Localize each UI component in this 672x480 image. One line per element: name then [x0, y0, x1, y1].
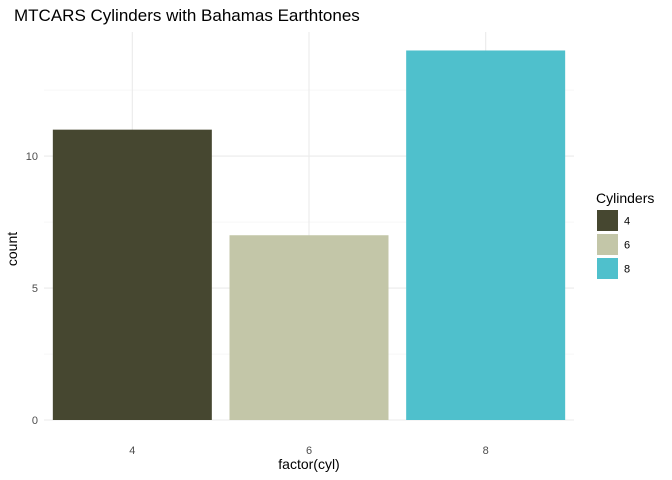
legend-key-8	[597, 258, 618, 279]
y-tick-label: 0	[32, 415, 38, 427]
bars	[52, 50, 566, 421]
x-tick-labels: 4 6 8	[129, 445, 488, 457]
bar-cyl-4	[52, 129, 212, 421]
legend-key-4	[597, 210, 618, 231]
y-axis-title: count	[4, 232, 20, 266]
legend-title: Cylinders	[596, 190, 654, 206]
x-tick-label: 4	[129, 445, 135, 457]
x-axis-title: factor(cyl)	[278, 456, 339, 472]
bar-cyl-8	[406, 50, 566, 420]
x-tick-label: 8	[483, 445, 489, 457]
legend: Cylinders 4 6 8	[596, 190, 654, 279]
legend-label-6: 6	[624, 240, 630, 252]
y-tick-label: 10	[26, 151, 38, 163]
y-tick-label: 5	[32, 283, 38, 295]
legend-label-4: 4	[624, 216, 630, 228]
bar-cyl-6	[229, 235, 389, 420]
legend-label-8: 8	[624, 264, 630, 276]
chart-title: MTCARS Cylinders with Bahamas Earthtones	[14, 6, 360, 25]
y-tick-labels: 0 5 10	[26, 151, 38, 427]
x-tick-label: 6	[306, 445, 312, 457]
legend-key-6	[597, 234, 618, 255]
